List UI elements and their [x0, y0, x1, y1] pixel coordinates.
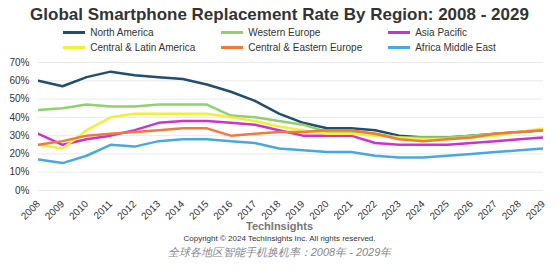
svg-text:2014: 2014 [163, 198, 187, 220]
html-text:Western Europe: Western Europe [248, 27, 321, 39]
svg-text:2009: 2009 [43, 198, 67, 220]
html-text:Central & Eastern Europe: Central & Eastern Europe [248, 41, 363, 53]
svg-text:2026: 2026 [452, 198, 476, 220]
svg-text:2017: 2017 [235, 198, 259, 220]
svg-text:2019: 2019 [283, 198, 307, 220]
svg-text:0%: 0% [15, 185, 30, 196]
svg-text:2020: 2020 [307, 198, 331, 220]
svg-text:2016: 2016 [211, 198, 235, 220]
svg-text:2025: 2025 [427, 198, 451, 220]
html-text:Asia Pacific: Asia Pacific [415, 27, 467, 39]
html-text:Copyright © 2024 TechInsights: Copyright © 2024 TechInsights Inc. All r… [183, 234, 376, 243]
svg-text:40%: 40% [9, 112, 29, 123]
svg-text:70%: 70% [9, 57, 29, 68]
svg-text:2029: 2029 [524, 198, 548, 220]
svg-text:2027: 2027 [476, 198, 500, 220]
html-text:Africa Middle East: Africa Middle East [415, 41, 496, 53]
svg-text:20%: 20% [9, 148, 29, 159]
svg-text:2012: 2012 [115, 198, 139, 220]
svg-text:2010: 2010 [67, 198, 91, 220]
svg-text:2023: 2023 [379, 198, 403, 220]
svg-text:2013: 2013 [139, 198, 163, 220]
html-text:TechInsights: TechInsights [246, 220, 313, 232]
svg-text:2028: 2028 [500, 198, 524, 220]
html-text:全球各地区智能手机换机率：2008年 - 2029年: 全球各地区智能手机换机率：2008年 - 2029年 [167, 246, 392, 258]
svg-text:2008: 2008 [19, 198, 43, 220]
svg-text:2015: 2015 [187, 198, 211, 220]
html-text:Global Smartphone Replacement: Global Smartphone Replacement Rate By Re… [30, 5, 529, 24]
svg-text:2018: 2018 [259, 198, 283, 220]
html-text:North America: North America [90, 27, 154, 39]
svg-text:2024: 2024 [403, 198, 427, 220]
svg-text:30%: 30% [9, 130, 29, 141]
svg-text:2011: 2011 [91, 198, 114, 220]
svg-text:50%: 50% [9, 93, 29, 104]
svg-text:2022: 2022 [355, 198, 379, 220]
html-text:Central & Latin America: Central & Latin America [90, 41, 196, 53]
svg-text:60%: 60% [9, 75, 29, 86]
svg-text:10%: 10% [9, 166, 29, 177]
svg-text:2021: 2021 [331, 198, 355, 220]
